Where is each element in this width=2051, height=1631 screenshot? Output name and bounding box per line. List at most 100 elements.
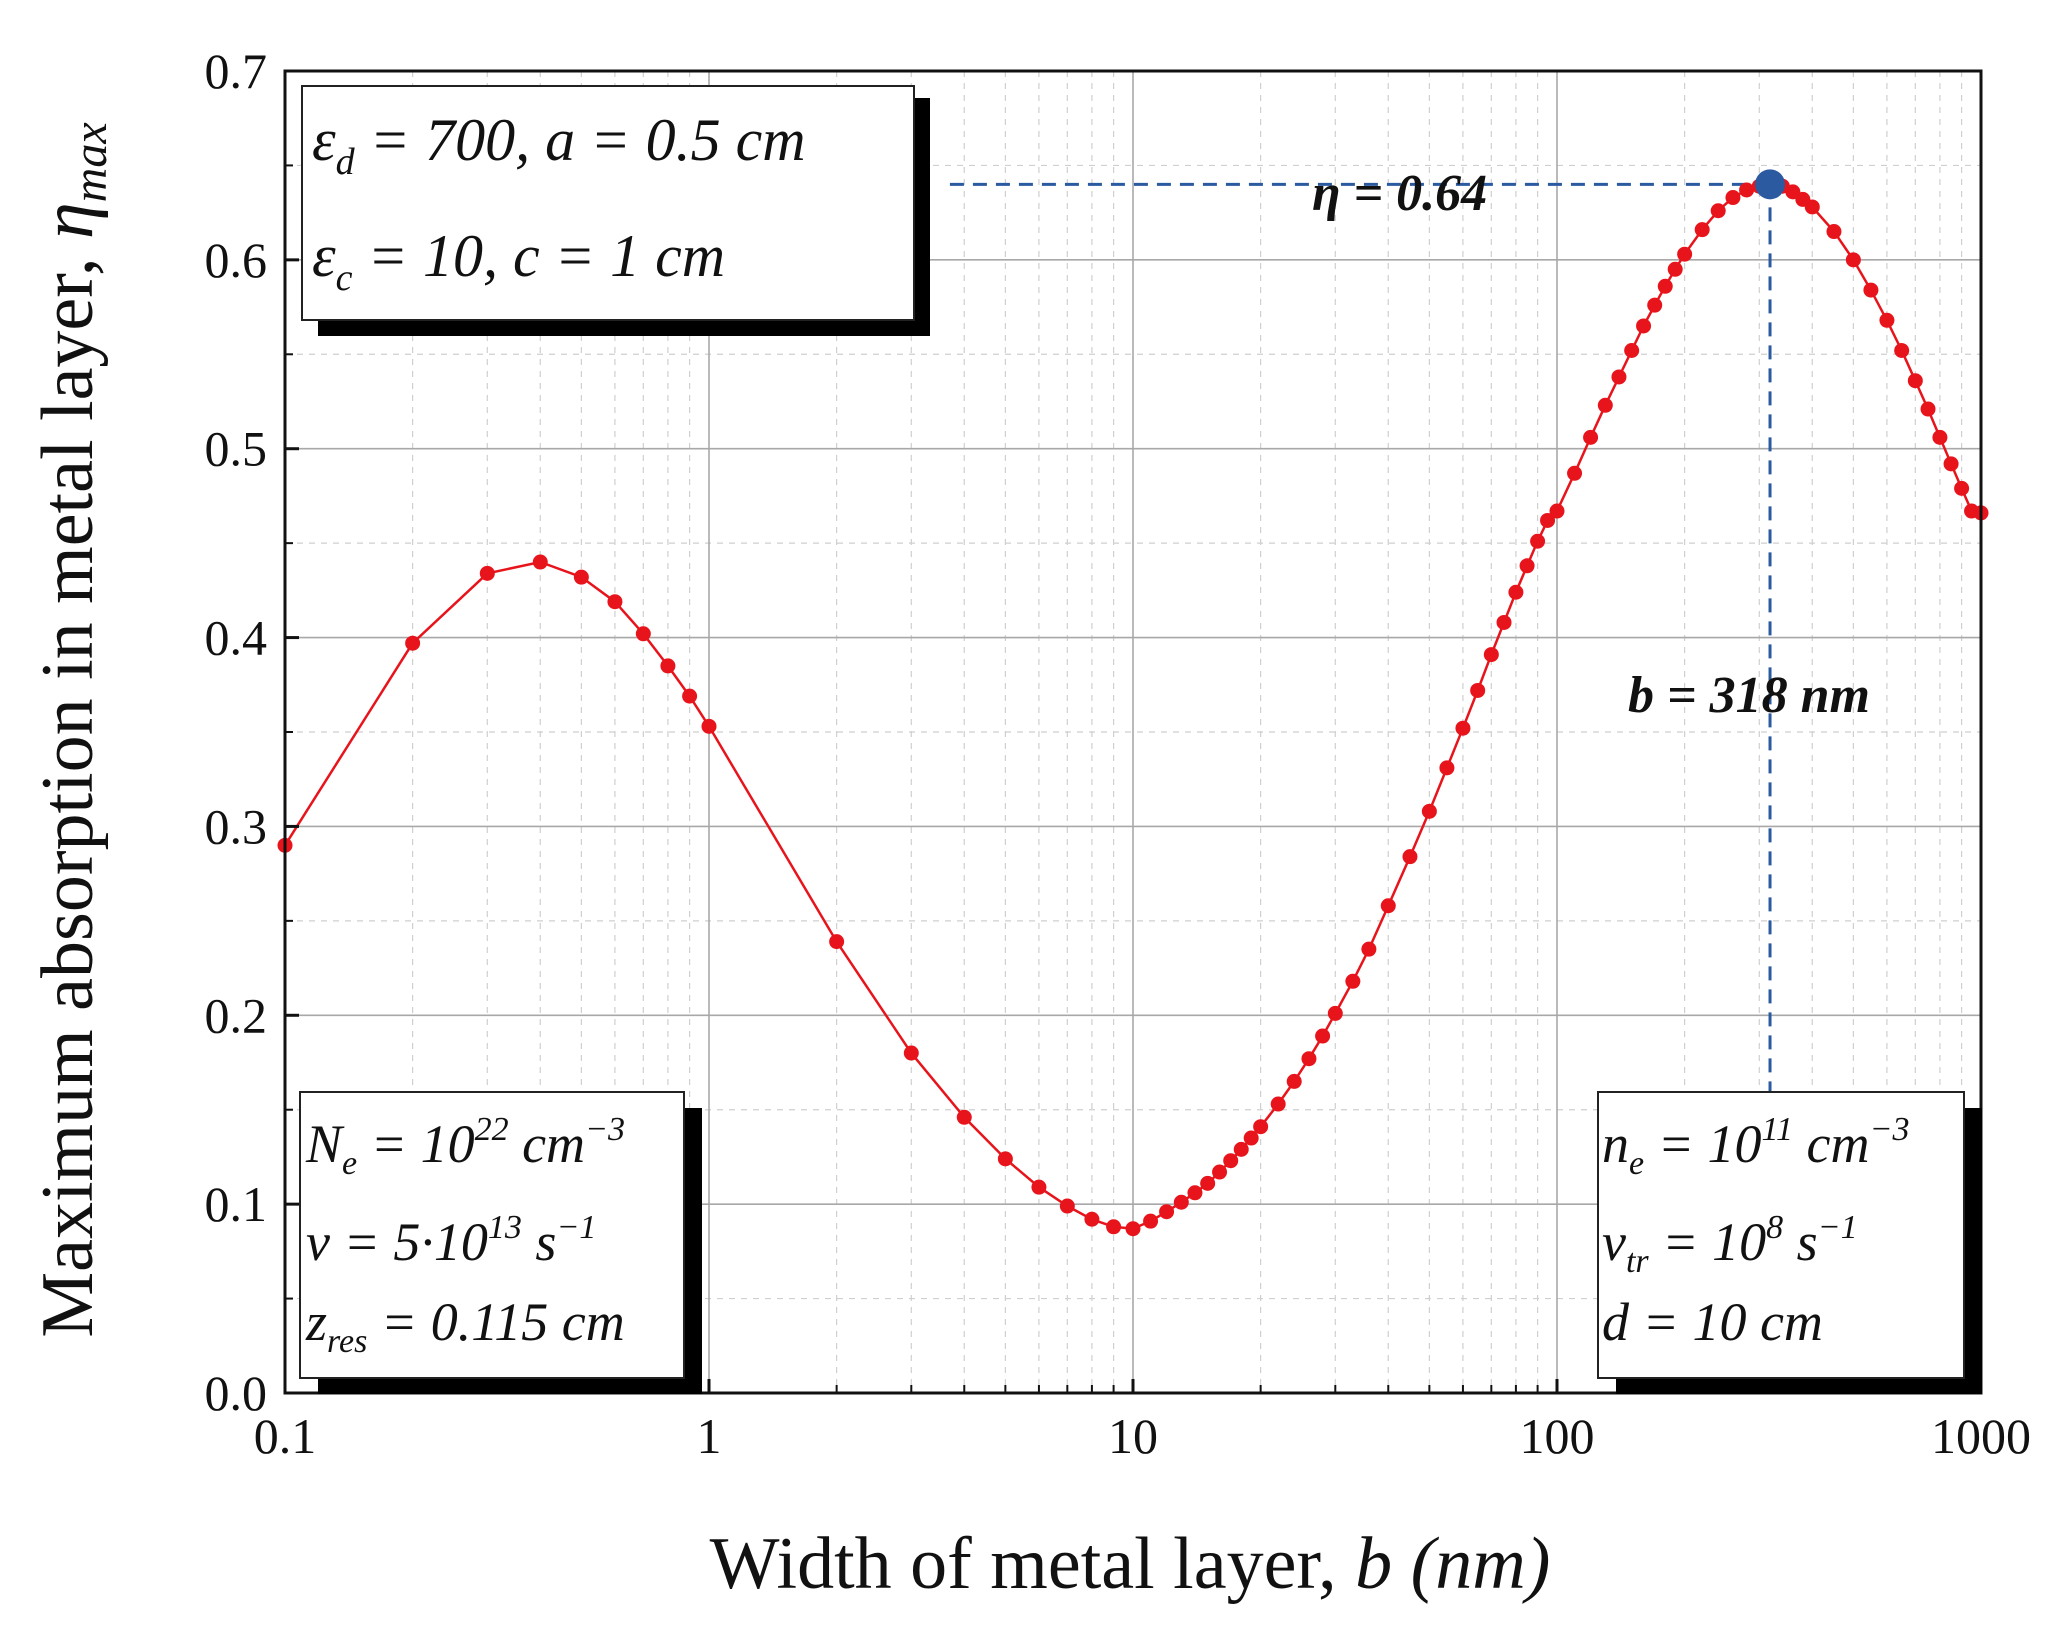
data-point (1530, 533, 1546, 549)
y-tick-label: 0.0 (205, 1365, 268, 1421)
data-point (1508, 584, 1524, 600)
y-tick-label: 0.1 (205, 1176, 268, 1232)
data-point (1567, 465, 1583, 481)
data-point (1470, 682, 1486, 698)
y-tick-label: 0.6 (205, 232, 268, 288)
data-point (1636, 318, 1652, 334)
data-point (1380, 898, 1396, 914)
data-point (1402, 849, 1418, 865)
data-point (573, 569, 589, 585)
data-point (1084, 1211, 1100, 1227)
data-point (1907, 373, 1923, 389)
data-point (1624, 343, 1640, 359)
data-point (1710, 203, 1726, 219)
data-point (1301, 1051, 1317, 1067)
data-point (1173, 1194, 1189, 1210)
data-point (1125, 1221, 1141, 1237)
data-point (1954, 480, 1970, 496)
data-point (1421, 803, 1437, 819)
x-tick-label: 10 (1108, 1408, 1158, 1464)
data-point (1143, 1213, 1159, 1229)
data-point (1519, 558, 1535, 574)
info-box-bottom-left: Ne = 1022 cm−3 ν = 5·1013 s−1 zres = 0.1… (299, 1091, 702, 1394)
data-point (1200, 1175, 1216, 1191)
data-point (1677, 246, 1693, 262)
data-point (1455, 720, 1471, 736)
data-point (1212, 1164, 1228, 1180)
info-line-eps-c: εc = 10, c = 1 cm (312, 223, 725, 299)
data-point (1315, 1028, 1331, 1044)
annotation-b: b = 318 nm (1628, 667, 1870, 724)
data-point (607, 594, 623, 610)
reference-lines (949, 182, 1772, 1092)
data-point (1233, 1141, 1249, 1157)
x-tick-label: 1 (697, 1408, 722, 1464)
info-line-eps-d: εd = 700, a = 0.5 cm (312, 107, 806, 183)
data-point (1549, 503, 1565, 519)
y-axis-title: Maximum absorption in metal layer, ηmax (27, 122, 117, 1337)
data-point (1540, 512, 1556, 528)
data-point (1667, 261, 1683, 277)
data-point (1270, 1096, 1286, 1112)
data-point (1611, 369, 1627, 385)
peak-marker (1755, 169, 1786, 200)
data-point (1826, 224, 1842, 240)
data-point (701, 718, 717, 734)
data-point (1879, 312, 1895, 328)
data-point (1804, 199, 1820, 215)
info-line-Ne: Ne = 1022 cm−3 (305, 1111, 625, 1182)
data-point (1657, 278, 1673, 294)
data-point (1483, 647, 1499, 663)
data-point (479, 565, 495, 581)
data-point (1243, 1130, 1259, 1146)
annotation-eta: η = 0.64 (1312, 165, 1487, 222)
data-point (1597, 397, 1613, 413)
data-point (1031, 1179, 1047, 1195)
data-point (660, 658, 676, 674)
data-point (1059, 1198, 1075, 1214)
x-tick-label: 1000 (1931, 1408, 2031, 1464)
data-point (1345, 973, 1361, 989)
data-point (1286, 1073, 1302, 1089)
data-point (1694, 222, 1710, 238)
info-line-d: d = 10 cm (1602, 1292, 1823, 1352)
data-point (1845, 252, 1861, 268)
data-point (1439, 760, 1455, 776)
data-point (1725, 190, 1741, 206)
data-point (956, 1109, 972, 1125)
y-tick-label: 0.2 (205, 987, 268, 1043)
data-point (1106, 1219, 1122, 1235)
data-point (532, 554, 548, 570)
data-point (1253, 1119, 1269, 1135)
data-point (682, 688, 698, 704)
data-point (1583, 429, 1599, 445)
data-point (1647, 297, 1663, 313)
x-axis-title: Width of metal layer, b (nm) (710, 1523, 1551, 1605)
info-box-top-left: εd = 700, a = 0.5 cm εc = 10, c = 1 cm (301, 85, 930, 336)
y-tick-label: 0.5 (205, 421, 268, 477)
data-point (1943, 456, 1959, 472)
data-point (1932, 429, 1948, 445)
info-box-bottom-right: ne = 1011 cm−3 νtr = 108 s−1 d = 10 cm (1597, 1091, 1982, 1394)
x-tick-label: 0.1 (254, 1408, 317, 1464)
data-point (1894, 343, 1910, 359)
data-point (1863, 282, 1879, 298)
x-tick-label: 100 (1520, 1408, 1595, 1464)
y-tick-label: 0.3 (205, 798, 268, 854)
data-point (1327, 1005, 1343, 1021)
data-point (1159, 1204, 1175, 1220)
data-point (1361, 941, 1377, 957)
info-line-nu: ν = 5·1013 s−1 (306, 1209, 596, 1272)
info-line-nutr: νtr = 108 s−1 (1602, 1209, 1858, 1280)
y-tick-label: 0.4 (205, 610, 268, 666)
data-point (1496, 614, 1512, 630)
data-point (997, 1151, 1013, 1167)
data-point (635, 626, 651, 642)
data-point (1223, 1153, 1239, 1169)
data-point (1739, 182, 1755, 198)
info-line-ne: ne = 1011 cm−3 (1602, 1111, 1909, 1182)
data-point (829, 934, 845, 950)
data-point (903, 1045, 919, 1061)
data-point (1187, 1185, 1203, 1201)
